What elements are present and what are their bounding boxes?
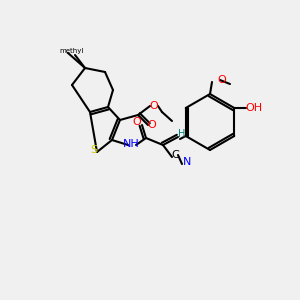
Text: OH: OH (246, 103, 263, 113)
Text: methyl: methyl (60, 48, 84, 54)
Text: S: S (90, 145, 98, 155)
Text: N: N (183, 157, 191, 167)
Text: C: C (171, 150, 179, 160)
Text: O: O (133, 117, 141, 127)
Text: O: O (148, 120, 156, 130)
Text: NH: NH (123, 139, 140, 149)
Text: O: O (218, 75, 226, 85)
Text: O: O (150, 101, 158, 111)
Text: H: H (178, 129, 186, 139)
